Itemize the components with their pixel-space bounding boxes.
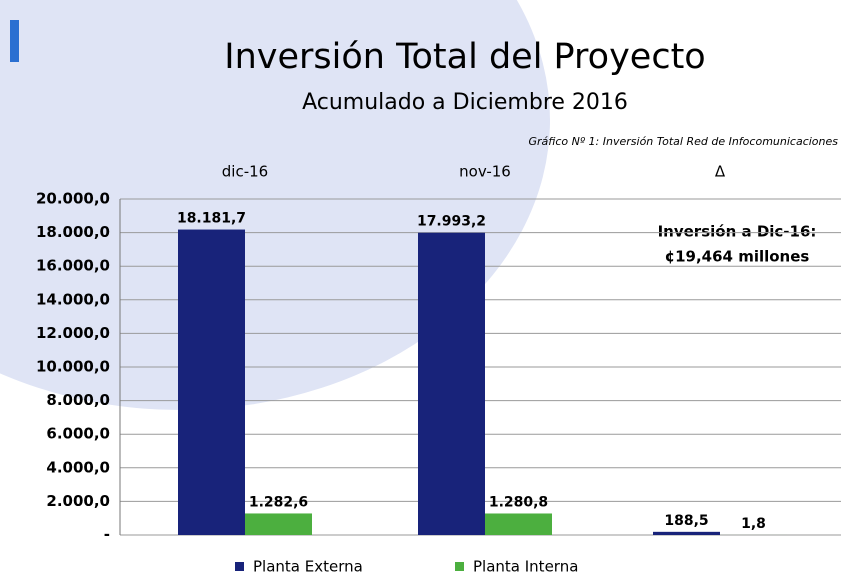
y-tick-label: 10.000,0 [36, 358, 110, 376]
annotation: ¢19,464 millones [665, 248, 810, 266]
y-tick-label: 14.000,0 [36, 290, 110, 308]
legend-label: Planta Externa [253, 558, 363, 576]
x-tick-label: dic-16 [222, 163, 268, 181]
y-tick-label: 12.000,0 [36, 324, 110, 342]
y-tick-label: - [104, 526, 110, 544]
value-label: 1.282,6 [249, 494, 308, 510]
y-tick-label: 16.000,0 [36, 257, 110, 275]
annotation: Inversión a Dic-16: [658, 223, 817, 241]
legend-label: Planta Interna [473, 558, 578, 576]
accent-bar [10, 20, 19, 62]
legend-swatch [455, 562, 464, 571]
chart-title: Inversión Total del Proyecto [224, 37, 705, 77]
bar [653, 531, 720, 535]
bar [178, 229, 245, 536]
y-tick-label: 2.000,0 [46, 492, 110, 510]
value-label: 188,5 [664, 513, 708, 529]
y-tick-label: 6.000,0 [46, 425, 110, 443]
y-tick-label: 4.000,0 [46, 458, 110, 476]
value-label: 17.993,2 [417, 214, 486, 230]
value-label: 18.181,7 [177, 211, 246, 227]
bar [418, 232, 485, 535]
x-tick-label: nov-16 [459, 163, 511, 181]
y-tick-label: 20.000,0 [36, 190, 110, 208]
caption: Gráfico Nº 1: Inversión Total Red de Inf… [528, 135, 838, 148]
value-label: 1.280,8 [489, 494, 548, 510]
x-tick-label: Δ [715, 163, 726, 181]
bar [485, 513, 552, 535]
y-tick-label: 18.000,0 [36, 223, 110, 241]
chart-subtitle: Acumulado a Diciembre 2016 [302, 90, 628, 115]
bar [245, 513, 312, 535]
value-label: 1,8 [741, 516, 766, 532]
legend-swatch [235, 562, 244, 571]
y-tick-label: 8.000,0 [46, 391, 110, 409]
background-shape [0, 0, 550, 410]
